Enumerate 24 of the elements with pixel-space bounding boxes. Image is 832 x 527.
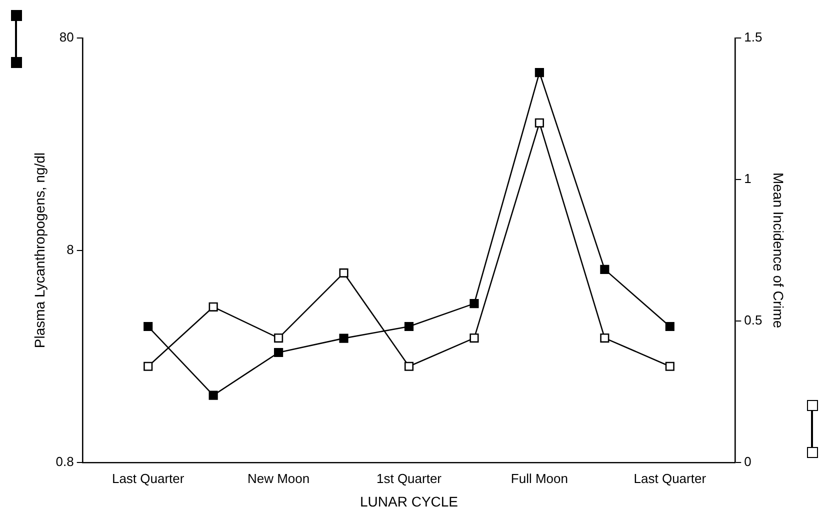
point [339,334,348,343]
point [208,390,218,400]
x-tick-label: New Moon [247,470,310,486]
y2-tick-label: 1.5 [744,30,762,45]
y-axis-title: Plasma Lycanthropogens, ng/dl [31,152,48,348]
x-tick-label: Full Moon [510,470,568,486]
point [665,322,674,332]
y-tick-label: 80 [59,30,74,45]
x-axis-title: LUNAR CYCLE [360,493,458,510]
point [470,299,479,308]
point [404,322,414,332]
y2-axis-title: Mean Incidence of Crime [770,172,787,328]
y2-tick-label: 1 [744,171,752,186]
y-tick-label: 8 [66,242,74,257]
point [600,264,610,274]
x-tick-label: Last Quarter [634,470,707,486]
point [144,322,153,332]
point [274,348,284,358]
y-tick-label: 0.8 [56,454,74,470]
point [534,68,544,78]
y2-tick-label: 0.5 [744,312,762,328]
x-tick-label: 1st Quarter [376,470,442,486]
y2-tick-label: 0 [744,454,752,470]
x-tick-label: Last Quarter [112,470,185,486]
